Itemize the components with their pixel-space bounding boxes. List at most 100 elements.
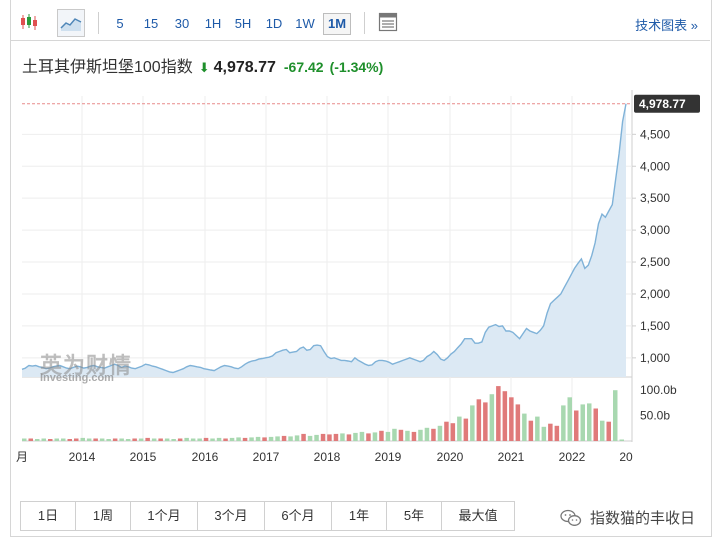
last-price-badge [634, 94, 700, 113]
period-1y[interactable]: 1年 [332, 502, 387, 530]
period-1m[interactable]: 1个月 [131, 502, 198, 530]
volume-bar [489, 394, 495, 441]
volume-bar [74, 438, 79, 441]
period-1d[interactable]: 1日 [21, 502, 76, 530]
volume-bar [366, 433, 371, 441]
x-tick-label: 2020 [437, 450, 464, 464]
volume-bar [496, 386, 501, 441]
volume-bar [48, 439, 53, 441]
volume-bar [327, 434, 332, 441]
x-tick-label: 月 [16, 450, 28, 464]
volume-bar [164, 438, 170, 441]
interval-1d[interactable]: 1D [265, 16, 283, 31]
period-5y[interactable]: 5年 [387, 502, 442, 530]
volume-bar [561, 405, 566, 441]
volume-bar [463, 418, 469, 441]
interval-1m[interactable]: 1M [323, 13, 351, 35]
period-1w[interactable]: 1周 [76, 502, 131, 530]
instrument-header: 土耳其伊斯坦堡100指数 ⬇ 4,978.77 -67.42 (-1.34%) [22, 53, 383, 76]
volume-bar [288, 436, 293, 441]
volume-bar [294, 435, 300, 441]
interval-5[interactable]: 5 [116, 16, 124, 31]
volume-bar [151, 438, 157, 441]
volume-bar [197, 438, 202, 441]
y-tick-label: 4,000 [640, 159, 670, 173]
wechat-account-name: 指数猫的丰收日 [589, 510, 695, 527]
x-tick-label: 2015 [130, 450, 157, 464]
period-3m[interactable]: 3个月 [198, 502, 265, 530]
price-line [21, 103, 627, 374]
interval-5h[interactable]: 5H [234, 16, 252, 31]
volume-bar [346, 434, 352, 441]
volume-bar [600, 420, 605, 441]
volume-bar [125, 439, 131, 441]
period-6m[interactable]: 6个月 [265, 502, 332, 530]
x-tick-label: 2018 [314, 450, 341, 464]
volume-bar [528, 420, 534, 441]
volume-bar [574, 410, 579, 441]
volume-bar [450, 423, 456, 441]
volume-bar [372, 432, 378, 441]
y-tick-label: 1,500 [640, 319, 670, 333]
interval-1h[interactable]: 1H [204, 16, 222, 31]
x-tick-label: 2014 [69, 450, 96, 464]
volume-bar [613, 390, 618, 441]
last-price-badge-label: 4,978.77 [639, 97, 686, 111]
volume-bar [249, 437, 254, 441]
volume-bar [411, 431, 417, 441]
volume-bar [262, 437, 267, 441]
volume-bar [418, 429, 423, 441]
volume-bar [177, 438, 183, 441]
y-tick-label: 3,500 [640, 191, 670, 205]
volume-bar [80, 437, 85, 441]
volume-tick-label: 100.0b [640, 383, 677, 397]
volume-bar [353, 432, 358, 441]
volume-bar [535, 416, 540, 441]
volume-bar [41, 438, 46, 441]
volume-bar [567, 397, 572, 441]
volume-bar [470, 405, 475, 441]
x-tick-label: 20 [619, 450, 633, 464]
volume-bar [171, 439, 176, 441]
volume-bar [307, 435, 313, 441]
area-chart-icon[interactable] [57, 9, 85, 37]
volume-bar [398, 429, 404, 441]
volume-bar [515, 404, 521, 441]
volume-bar [476, 399, 482, 441]
volume-bar [593, 408, 598, 441]
volume-bar [223, 438, 228, 441]
interval-30[interactable]: 30 [174, 16, 190, 31]
volume-bar [548, 423, 553, 441]
volume-bar [184, 437, 189, 441]
watermark-logo-cn: 英为财情 [40, 354, 133, 379]
volume-bar [86, 438, 92, 441]
instrument-title: 土耳其伊斯坦堡100指数 [22, 59, 193, 76]
volume-bar [93, 438, 98, 441]
volume-tick-label: 50.0b [640, 409, 670, 423]
volume-bar [431, 428, 436, 441]
volume-bar [255, 436, 261, 441]
y-tick-label: 2,000 [640, 287, 670, 301]
volume-bar [132, 438, 137, 441]
y-tick-label: 1,000 [640, 351, 670, 365]
technical-chart-link[interactable]: 技术图表 » [635, 18, 698, 33]
toolbar-separator [98, 12, 99, 34]
volume-bar [229, 437, 235, 441]
volume-bar [22, 438, 27, 441]
volume-bar [424, 427, 430, 441]
volume-bar [236, 437, 241, 441]
volume-bar [54, 438, 59, 441]
candlestick-chart-icon[interactable] [16, 9, 42, 35]
wechat-icon [560, 509, 582, 527]
interval-15[interactable]: 15 [143, 16, 159, 31]
period-max[interactable]: 最大值 [458, 508, 498, 523]
volume-bar [216, 437, 222, 441]
interval-1w[interactable]: 1W [295, 16, 315, 31]
table-view-icon[interactable] [375, 9, 401, 35]
volume-bar [580, 404, 585, 441]
volume-bar [333, 433, 339, 441]
volume-bar [379, 430, 384, 441]
volume-bar [138, 438, 144, 441]
volume-bar [444, 421, 449, 441]
